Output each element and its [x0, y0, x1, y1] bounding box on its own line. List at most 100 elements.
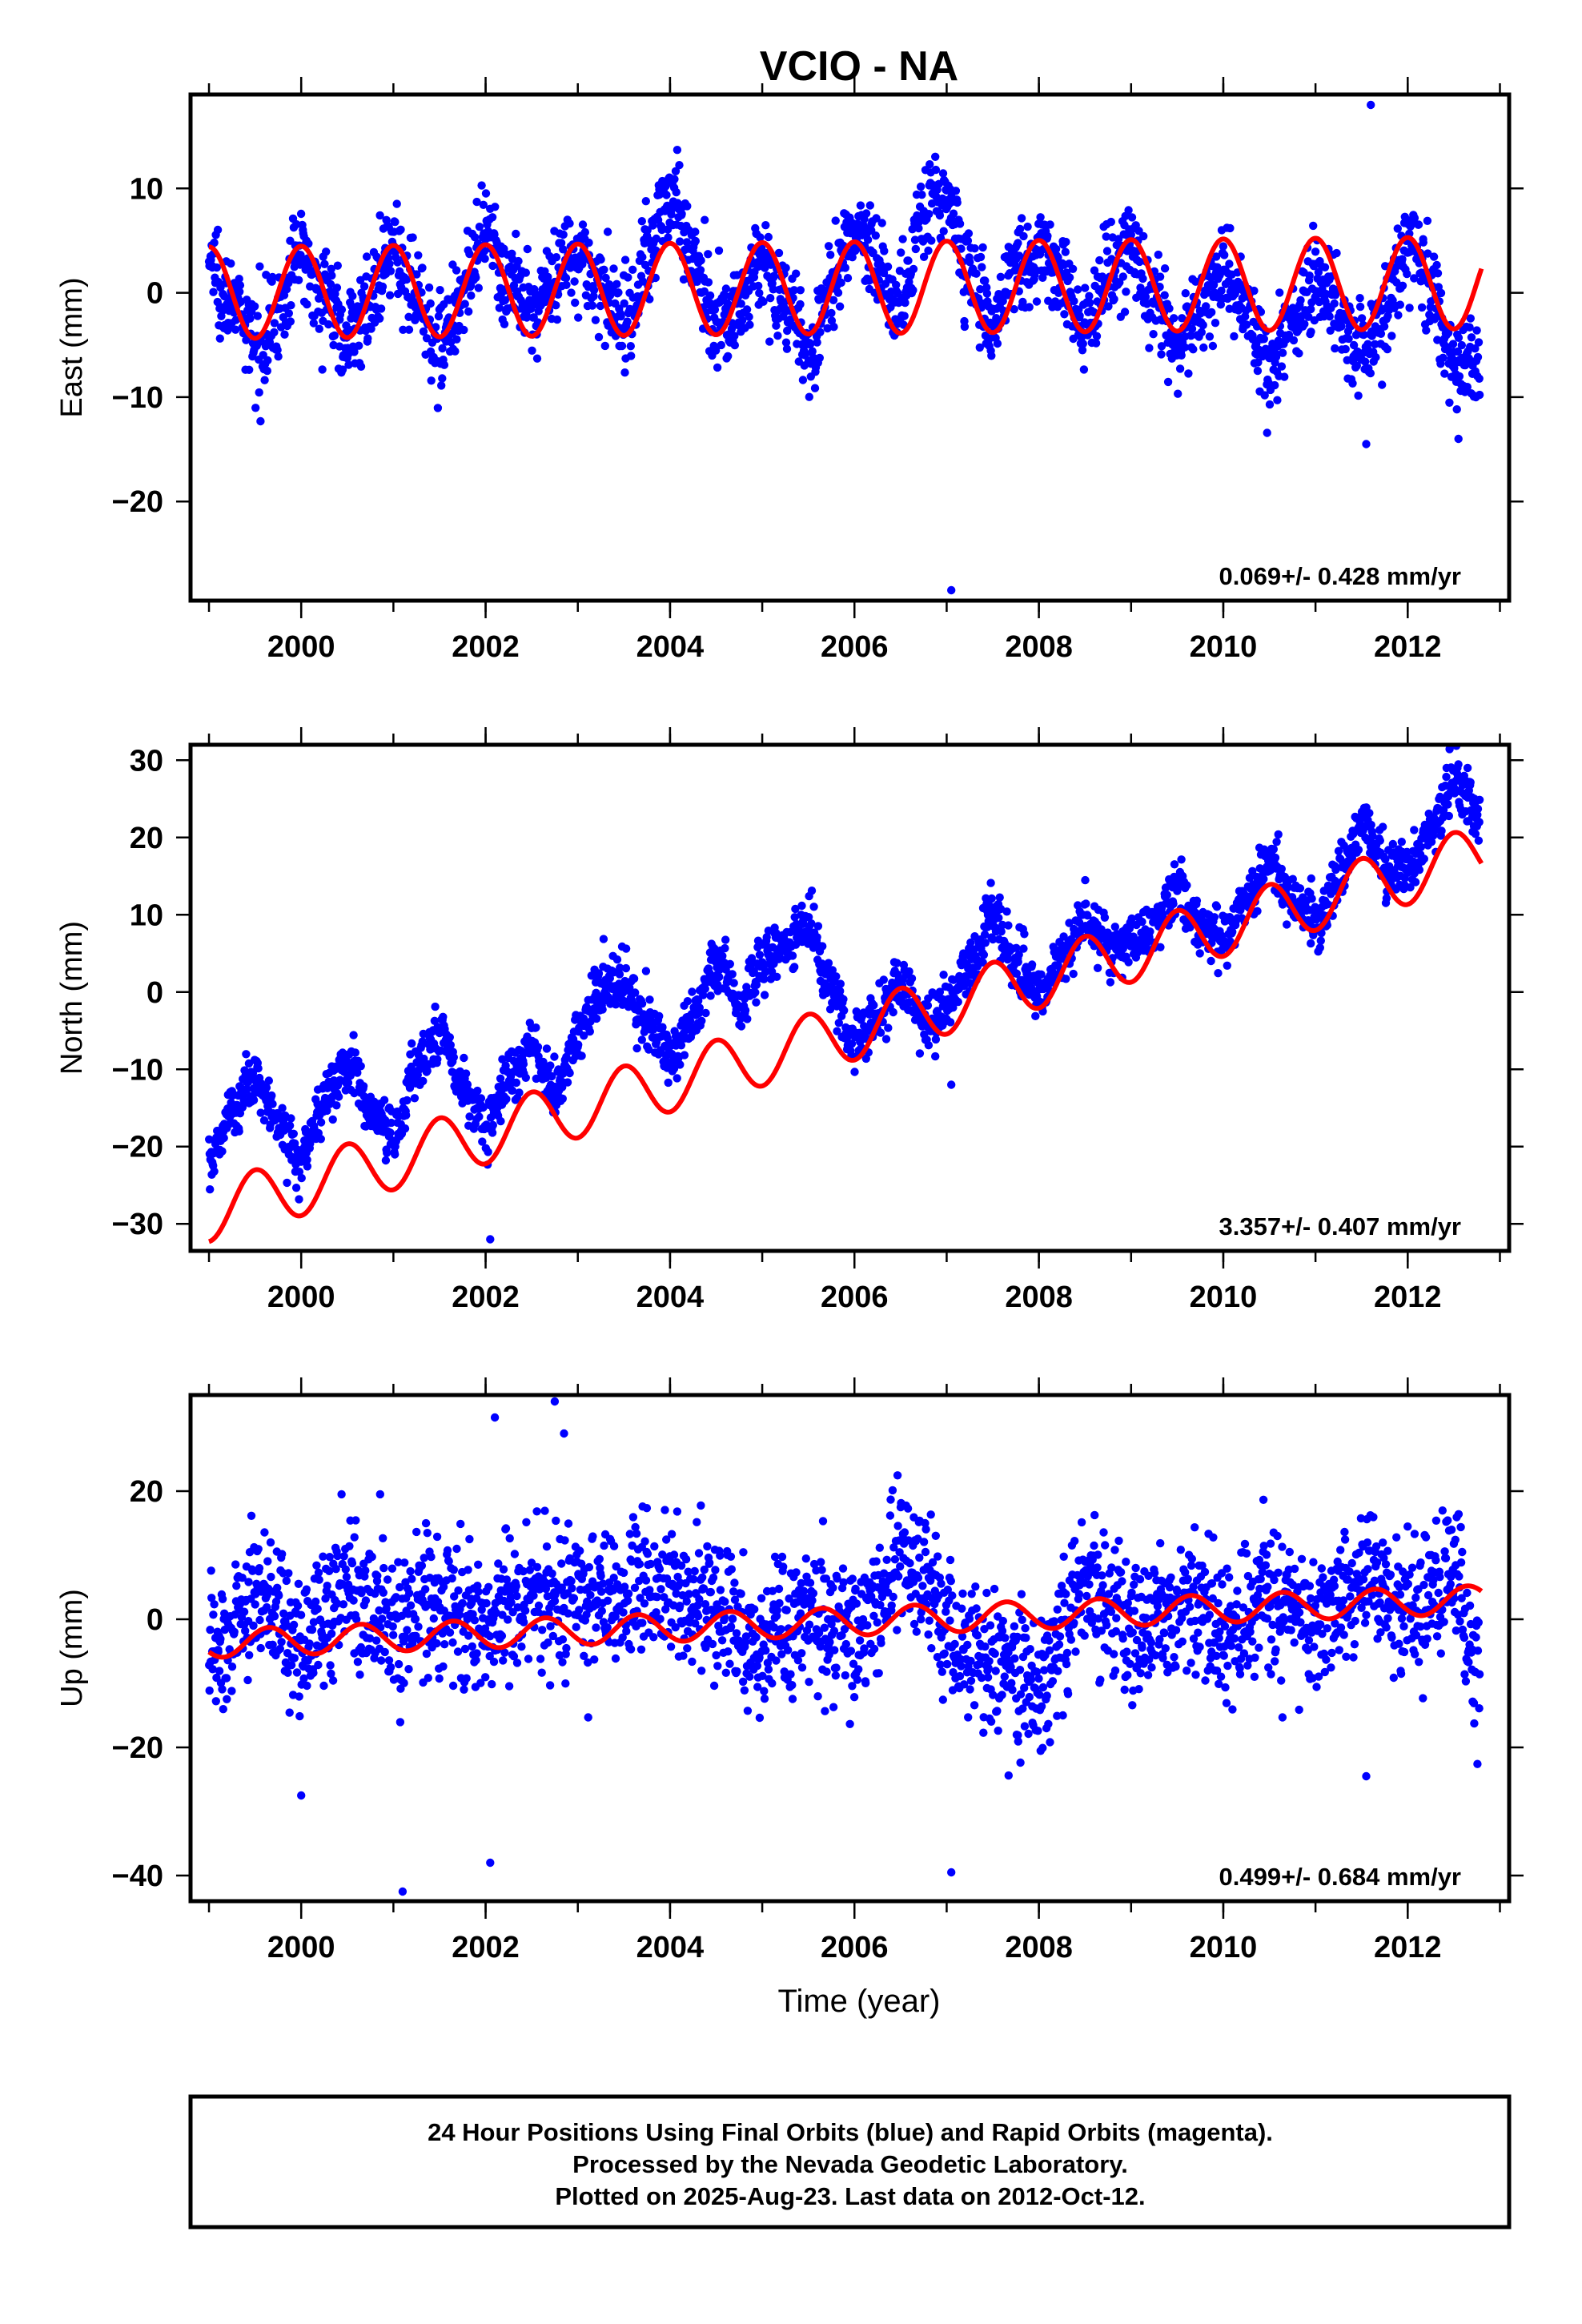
- data-point: [522, 313, 532, 322]
- data-point: [1069, 969, 1078, 979]
- data-point: [761, 221, 770, 230]
- data-point: [1015, 224, 1025, 234]
- data-point: [827, 316, 837, 325]
- data-point: [509, 281, 519, 290]
- data-point: [1210, 913, 1219, 922]
- data-point: [911, 244, 921, 254]
- data-point: [759, 297, 768, 306]
- data-point: [631, 988, 640, 997]
- data-point: [343, 1078, 353, 1088]
- data-point: [637, 999, 647, 1008]
- data-point: [782, 344, 792, 353]
- data-point: [350, 1088, 359, 1098]
- outlier-point: [486, 1235, 495, 1244]
- data-point: [263, 366, 271, 376]
- data-point: [983, 911, 993, 919]
- data-point: [327, 271, 336, 280]
- data-point: [745, 312, 753, 321]
- data-point: [1106, 978, 1115, 987]
- data-point: [987, 894, 996, 903]
- data-point: [850, 1068, 859, 1076]
- data-point: [925, 210, 934, 219]
- data-point: [612, 955, 622, 964]
- data-point: [387, 1118, 396, 1128]
- data-point: [721, 284, 731, 293]
- data-point: [1378, 380, 1387, 389]
- data-point: [638, 252, 647, 262]
- data-point: [805, 340, 815, 349]
- data-point: [1400, 212, 1410, 221]
- data-point: [1443, 800, 1452, 809]
- data-point: [210, 1600, 219, 1609]
- data-point: [1074, 285, 1082, 294]
- data-point: [823, 324, 832, 333]
- data-point: [1274, 830, 1283, 839]
- data-point: [1366, 368, 1375, 378]
- data-point: [939, 227, 948, 235]
- data-point: [574, 1040, 583, 1049]
- data-point: [521, 1073, 530, 1083]
- data-point: [1395, 300, 1405, 309]
- data-point: [213, 225, 223, 235]
- data-point: [1104, 942, 1114, 951]
- data-point: [1260, 391, 1269, 400]
- data-point: [512, 1078, 521, 1088]
- data-point: [1002, 907, 1011, 916]
- data-point: [620, 255, 630, 264]
- data-point: [712, 346, 721, 355]
- data-point: [334, 1092, 343, 1101]
- data-point: [1379, 822, 1387, 831]
- data-point: [463, 1080, 472, 1089]
- data-point: [813, 338, 821, 347]
- data-point: [570, 277, 579, 286]
- data-point: [470, 233, 480, 242]
- data-point: [519, 1059, 528, 1068]
- data-point: [1360, 357, 1370, 366]
- data-point: [671, 167, 681, 175]
- data-point: [396, 225, 405, 234]
- data-point: [260, 376, 269, 384]
- data-point: [605, 974, 614, 983]
- data-point: [391, 1150, 400, 1159]
- data-point: [627, 352, 636, 360]
- data-point: [1156, 943, 1165, 952]
- data-point: [270, 328, 279, 337]
- data-point: [588, 301, 597, 310]
- data-point: [705, 969, 714, 978]
- data-point: [1154, 250, 1163, 259]
- y-tick-label: −30: [112, 1208, 163, 1241]
- data-point: [791, 904, 800, 914]
- data-point: [289, 1129, 298, 1139]
- data-point: [316, 1135, 325, 1144]
- data-point: [375, 211, 384, 220]
- data-point: [399, 325, 408, 334]
- data-point: [817, 959, 826, 968]
- data-point: [1138, 917, 1146, 927]
- data-point: [679, 275, 689, 284]
- data-point: [691, 236, 700, 246]
- data-point: [769, 271, 779, 280]
- data-point: [1444, 811, 1454, 821]
- east-panel: 2000 2002 2004 2006 2008 2010 2012−20−10010Eas…: [55, 77, 1524, 664]
- data-point: [1228, 927, 1237, 936]
- data-point: [1355, 302, 1365, 312]
- data-point: [1410, 826, 1419, 834]
- data-point: [773, 332, 782, 340]
- data-point: [264, 1076, 273, 1085]
- data-point: [1207, 956, 1215, 966]
- data-point: [673, 146, 682, 155]
- data-point: [730, 340, 739, 350]
- data-point: [268, 272, 277, 282]
- data-point: [523, 244, 532, 254]
- data-point: [1277, 864, 1287, 874]
- data-point: [1354, 846, 1363, 854]
- data-point: [789, 286, 799, 295]
- data-point: [743, 1015, 752, 1023]
- data-point: [825, 1005, 835, 1014]
- data-point: [931, 1035, 941, 1044]
- data-point: [451, 347, 460, 356]
- data-point: [737, 316, 747, 325]
- data-point: [1118, 272, 1128, 281]
- data-point: [828, 966, 837, 975]
- data-point: [533, 1043, 543, 1051]
